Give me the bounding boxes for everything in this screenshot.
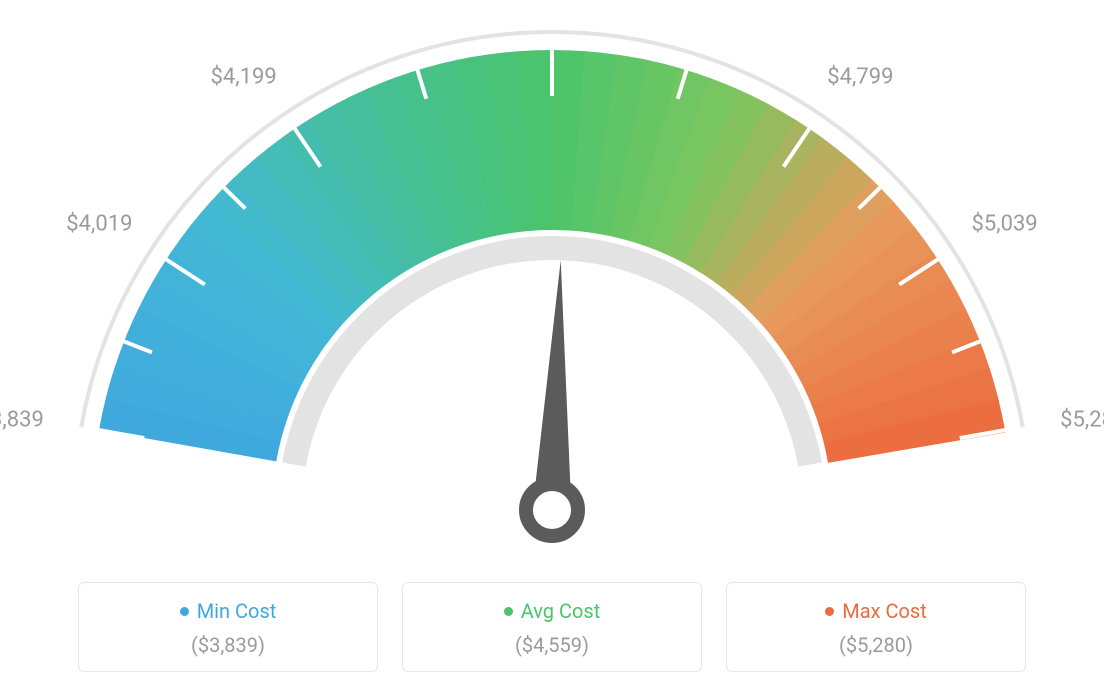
legend-title-text: Max Cost — [842, 599, 927, 623]
gauge-tick-label: $5,280 — [1060, 408, 1104, 433]
legend-value: ($5,280) — [727, 633, 1025, 657]
legend-dot-icon — [504, 607, 513, 616]
legend-card: Max Cost ($5,280) — [726, 582, 1026, 672]
legend-row: Min Cost ($3,839) Avg Cost ($4,559) Max Cost… — [78, 582, 1026, 672]
gauge-tick-label: $4,799 — [827, 65, 893, 90]
legend-card: Min Cost ($3,839) — [78, 582, 378, 672]
legend-title: Avg Cost — [403, 599, 701, 623]
legend-value: ($3,839) — [79, 633, 377, 657]
gauge-svg — [0, 10, 1104, 570]
gauge-tick-label: $5,039 — [972, 211, 1038, 236]
gauge-tick-label: $4,199 — [211, 65, 277, 90]
legend-title-text: Avg Cost — [521, 599, 601, 623]
legend-dot-icon — [825, 607, 834, 616]
legend-title: Max Cost — [727, 599, 1025, 623]
legend-title-text: Min Cost — [197, 599, 277, 623]
legend-title: Min Cost — [79, 599, 377, 623]
legend-value: ($4,559) — [403, 633, 701, 657]
legend-dot-icon — [180, 607, 189, 616]
gauge-tick-label: $4,019 — [66, 211, 132, 236]
legend-card: Avg Cost ($4,559) — [402, 582, 702, 672]
gauge-chart: $3,839$4,019$4,199$4,559$4,799$5,039$5,2… — [0, 0, 1104, 560]
gauge-tick-label: $3,839 — [0, 408, 44, 433]
